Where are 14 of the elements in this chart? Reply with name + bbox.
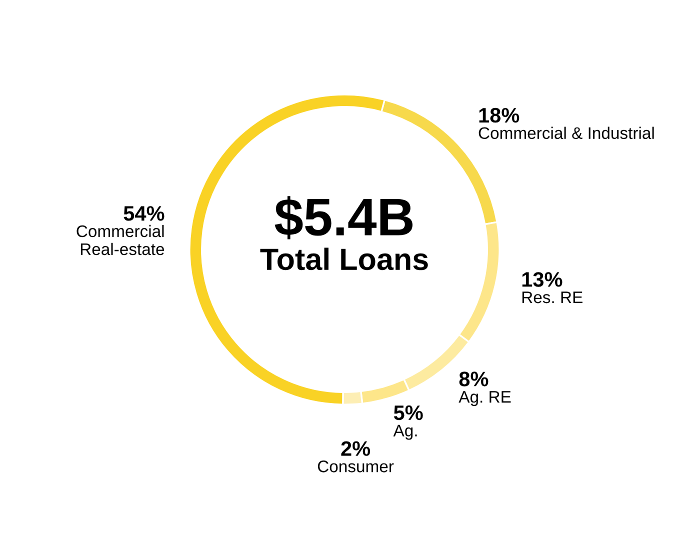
data-label: 54% <box>124 206 164 221</box>
data-label: 8% <box>459 372 488 386</box>
slice-label: Ag. <box>393 424 417 440</box>
data-label: 2% <box>341 441 370 456</box>
text: Total Loans <box>260 248 428 270</box>
data-label: 5% <box>394 405 423 420</box>
slice-label: Commercial & Industrial <box>478 126 654 140</box>
slice-label: Consumer <box>318 460 394 472</box>
data-label: 13% <box>522 272 562 287</box>
slice-label: Commercial Real-estate <box>76 224 164 256</box>
data-label: 18% <box>479 108 520 123</box>
slice-label: Res. RE <box>522 292 582 304</box>
text: $5.4B <box>274 196 413 240</box>
slice-label: Ag. RE <box>458 391 511 406</box>
